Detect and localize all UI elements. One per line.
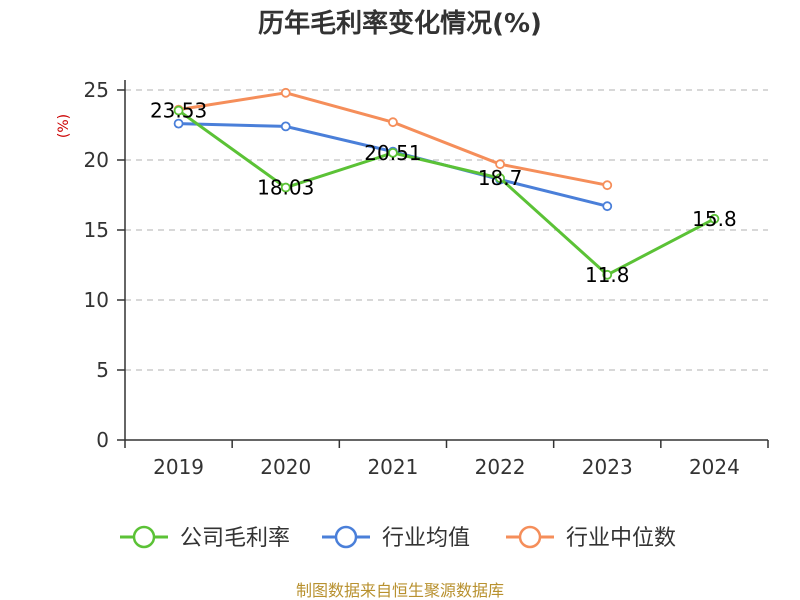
y-tick-label: 25 <box>84 78 109 102</box>
data-point <box>280 182 291 193</box>
data-label: 20.51 <box>364 141 421 165</box>
axes: 0 5 10 15 20 25 2019 2020 2021 2022 2023 2024 <box>84 78 769 479</box>
x-tick-label: 2024 <box>689 455 740 479</box>
data-point <box>602 201 613 212</box>
data-point <box>173 105 184 116</box>
data-label: 23.53 <box>150 99 207 123</box>
y-tick-label: 20 <box>84 148 109 172</box>
y-tick-label: 0 <box>96 428 109 452</box>
y-tick-label: 5 <box>96 358 109 382</box>
data-point <box>280 121 291 132</box>
data-label: 15.8 <box>692 207 737 231</box>
data-point <box>495 159 505 170</box>
data-point <box>280 87 291 98</box>
x-tick-label: 2023 <box>582 455 633 479</box>
data-point <box>388 117 398 128</box>
grid <box>125 89 768 371</box>
legend-label: 公司毛利率 <box>180 526 290 551</box>
x-tick-label: 2022 <box>475 455 526 479</box>
y-axis-label: (%) <box>56 114 72 138</box>
series-line <box>177 109 716 277</box>
data-labels: 23.53 18.03 20.51 18.7 11.8 15.8 <box>150 99 737 287</box>
data-point <box>173 118 184 129</box>
y-tick-label: 10 <box>84 288 109 312</box>
y-tick-label: 15 <box>84 218 109 242</box>
data-point <box>602 180 613 191</box>
legend-swatch-marker <box>518 525 542 549</box>
x-tick-label: 2019 <box>153 455 204 479</box>
series-line <box>178 91 608 187</box>
data-point <box>388 147 398 158</box>
data-label: 11.8 <box>585 263 630 287</box>
data-point <box>709 213 720 224</box>
x-tick-label: 2021 <box>367 455 418 479</box>
data-label: 18.03 <box>257 176 314 200</box>
legend-swatch-marker <box>334 525 358 549</box>
legend-label: 行业均值 <box>382 526 470 551</box>
legend-swatch-marker <box>132 525 156 549</box>
data-point <box>602 269 613 280</box>
data-label: 18.7 <box>478 166 523 190</box>
legend-label: 行业中位数 <box>566 526 676 551</box>
series-line <box>178 122 608 208</box>
chart-title: 历年毛利率变化情况(%) <box>258 8 542 39</box>
series-lines <box>173 87 720 280</box>
data-point <box>495 173 505 184</box>
source-note: 制图数据来自恒生聚源数据库 <box>296 581 504 600</box>
x-tick-label: 2020 <box>260 455 311 479</box>
legend: 公司毛利率 行业均值 行业中位数 <box>120 525 676 551</box>
